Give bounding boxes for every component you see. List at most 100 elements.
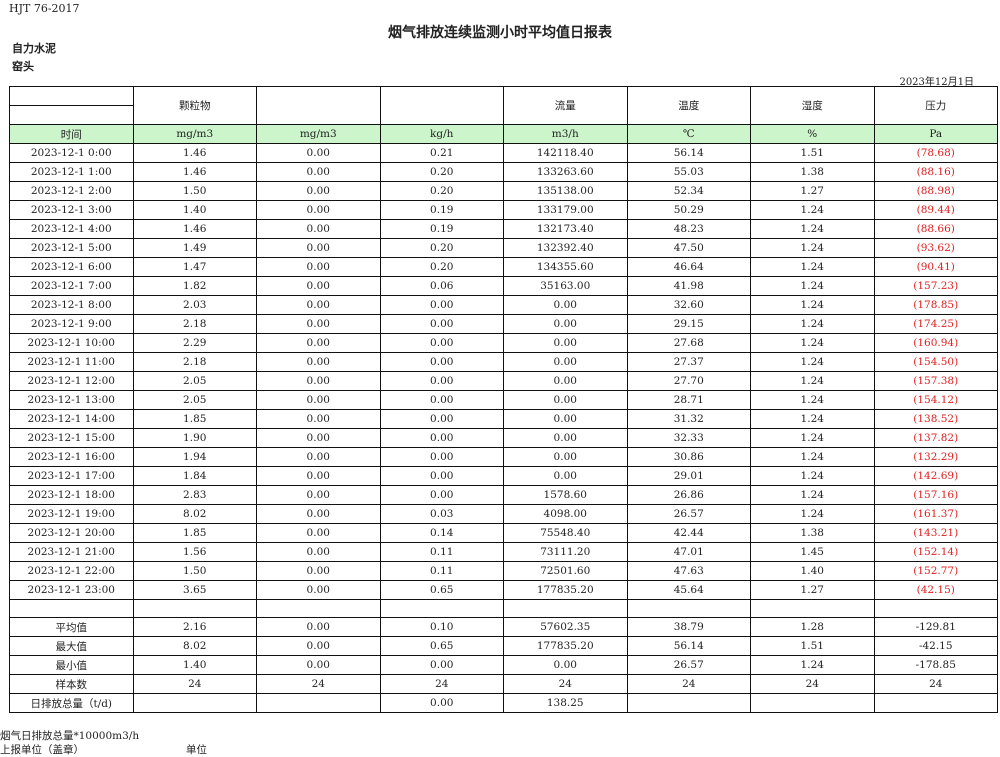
time-cell: 2023-12-1 4:00: [9, 219, 134, 239]
value-cell: 1.46: [132, 143, 257, 163]
empty-cell: [256, 599, 381, 618]
value-cell: 46.64: [626, 257, 751, 277]
value-cell: 0.00: [256, 181, 381, 201]
summary-value: [873, 693, 998, 713]
summary-value: 24: [750, 674, 875, 694]
summary-value: 24: [256, 674, 381, 694]
summary-value: 0.00: [256, 655, 381, 675]
value-cell: 29.01: [626, 466, 751, 486]
value-cell: 0.00: [379, 466, 504, 486]
value-cell: 1.24: [750, 447, 875, 467]
time-cell: 2023-12-1 9:00: [9, 314, 134, 334]
summary-value: -129.81: [873, 617, 998, 637]
table-row: 2023-12-1 22:00 1.50 0.00 0.11 72501.60 47.63…: [9, 561, 998, 581]
value-cell: 0.00: [256, 580, 381, 600]
summary-value: 26.57: [626, 655, 751, 675]
value-cell: 1.38: [750, 523, 875, 543]
time-cell: 2023-12-1 0:00: [9, 143, 134, 163]
table-row: 2023-12-1 15:00 1.90 0.00 0.00 0.00 32.33 1.24…: [9, 428, 998, 448]
value-cell: 0.00: [256, 466, 381, 486]
table-row: 2023-12-1 12:00 2.05 0.00 0.00 0.00 27.70 1.24…: [9, 371, 998, 391]
value-cell: 0.00: [256, 295, 381, 315]
value-cell: 0.00: [503, 295, 628, 315]
value-cell: 0.00: [256, 276, 381, 296]
value-cell: 1.24: [750, 333, 875, 353]
summary-value: 0.65: [379, 636, 504, 656]
column-header-row: 颗粒物 流量 温度 湿度 压力: [9, 86, 998, 125]
time-cell: 2023-12-1 23:00: [9, 580, 134, 600]
table-row: 2023-12-1 7:00 1.82 0.00 0.06 35163.00 41.98 1…: [9, 276, 998, 296]
column-header: 温度: [626, 86, 751, 125]
value-cell: 0.00: [503, 314, 628, 334]
reporter-value: 单位: [186, 744, 207, 756]
table-row: 2023-12-1 1:00 1.46 0.00 0.20 133263.60 55.03…: [9, 162, 998, 182]
value-cell: 56.14: [626, 143, 751, 163]
time-cell: 2023-12-1 16:00: [9, 447, 134, 467]
value-cell: (138.52): [873, 409, 998, 429]
value-cell: 1.47: [132, 257, 257, 277]
value-cell: 1.46: [132, 162, 257, 182]
unit-name: 窑头: [12, 60, 34, 73]
value-cell: 0.00: [379, 371, 504, 391]
time-cell: 2023-12-1 1:00: [9, 162, 134, 182]
value-cell: (160.94): [873, 333, 998, 353]
summary-value: 1.24: [750, 655, 875, 675]
value-cell: 0.00: [379, 428, 504, 448]
value-cell: 27.68: [626, 333, 751, 353]
table-row: 2023-12-1 20:00 1.85 0.00 0.14 75548.40 42.44…: [9, 523, 998, 543]
value-cell: (42.15): [873, 580, 998, 600]
value-cell: 47.01: [626, 542, 751, 562]
summary-value: 0.10: [379, 617, 504, 637]
value-cell: 0.00: [256, 333, 381, 353]
value-cell: 1.82: [132, 276, 257, 296]
value-cell: 0.65: [379, 580, 504, 600]
table-row: 2023-12-1 16:00 1.94 0.00 0.00 0.00 30.86 1.24…: [9, 447, 998, 467]
summary-value: 56.14: [626, 636, 751, 656]
value-cell: 42.44: [626, 523, 751, 543]
value-cell: (142.69): [873, 466, 998, 486]
empty-cell: [379, 599, 504, 618]
value-cell: 1.56: [132, 542, 257, 562]
value-cell: 0.14: [379, 523, 504, 543]
value-cell: 2.18: [132, 314, 257, 334]
value-cell: 0.00: [256, 542, 381, 562]
value-cell: 2.83: [132, 485, 257, 505]
value-cell: 0.00: [256, 143, 381, 163]
table-row: 2023-12-1 21:00 1.56 0.00 0.11 73111.20 47.01…: [9, 542, 998, 562]
time-cell: 2023-12-1 3:00: [9, 200, 134, 220]
column-header: 湿度: [750, 86, 875, 125]
table-row: 2023-12-1 17:00 1.84 0.00 0.00 0.00 29.01 1.24…: [9, 466, 998, 486]
unit-header: kg/h: [379, 124, 504, 144]
value-cell: 1.24: [750, 238, 875, 258]
column-header: [379, 86, 504, 125]
value-cell: 26.57: [626, 504, 751, 524]
time-cell: 2023-12-1 10:00: [9, 333, 134, 353]
empty-cell: [503, 599, 628, 618]
value-cell: 2.05: [132, 390, 257, 410]
empty-cell: [9, 599, 134, 618]
value-cell: 1.24: [750, 352, 875, 372]
summary-value: 1.51: [750, 636, 875, 656]
value-cell: 0.00: [503, 447, 628, 467]
time-cell: 2023-12-1 7:00: [9, 276, 134, 296]
value-cell: 0.00: [503, 352, 628, 372]
column-header: [256, 86, 381, 125]
unit-header: m3/h: [503, 124, 628, 144]
time-cell: 2023-12-1 5:00: [9, 238, 134, 258]
value-cell: 1.51: [750, 143, 875, 163]
time-cell: 2023-12-1 13:00: [9, 390, 134, 410]
value-cell: 1.50: [132, 561, 257, 581]
value-cell: 0.00: [256, 257, 381, 277]
summary-value: 177835.20: [503, 636, 628, 656]
value-cell: 29.15: [626, 314, 751, 334]
value-cell: (152.77): [873, 561, 998, 581]
summary-value: 57602.35: [503, 617, 628, 637]
value-cell: 0.00: [379, 333, 504, 353]
value-cell: 0.06: [379, 276, 504, 296]
summary-row: 最大值 8.02 0.00 0.65 177835.20 56.14 1.51 -42.15: [9, 636, 998, 656]
value-cell: 0.00: [256, 428, 381, 448]
value-cell: 0.00: [503, 390, 628, 410]
value-cell: (132.29): [873, 447, 998, 467]
value-cell: 0.21: [379, 143, 504, 163]
value-cell: 1.46: [132, 219, 257, 239]
